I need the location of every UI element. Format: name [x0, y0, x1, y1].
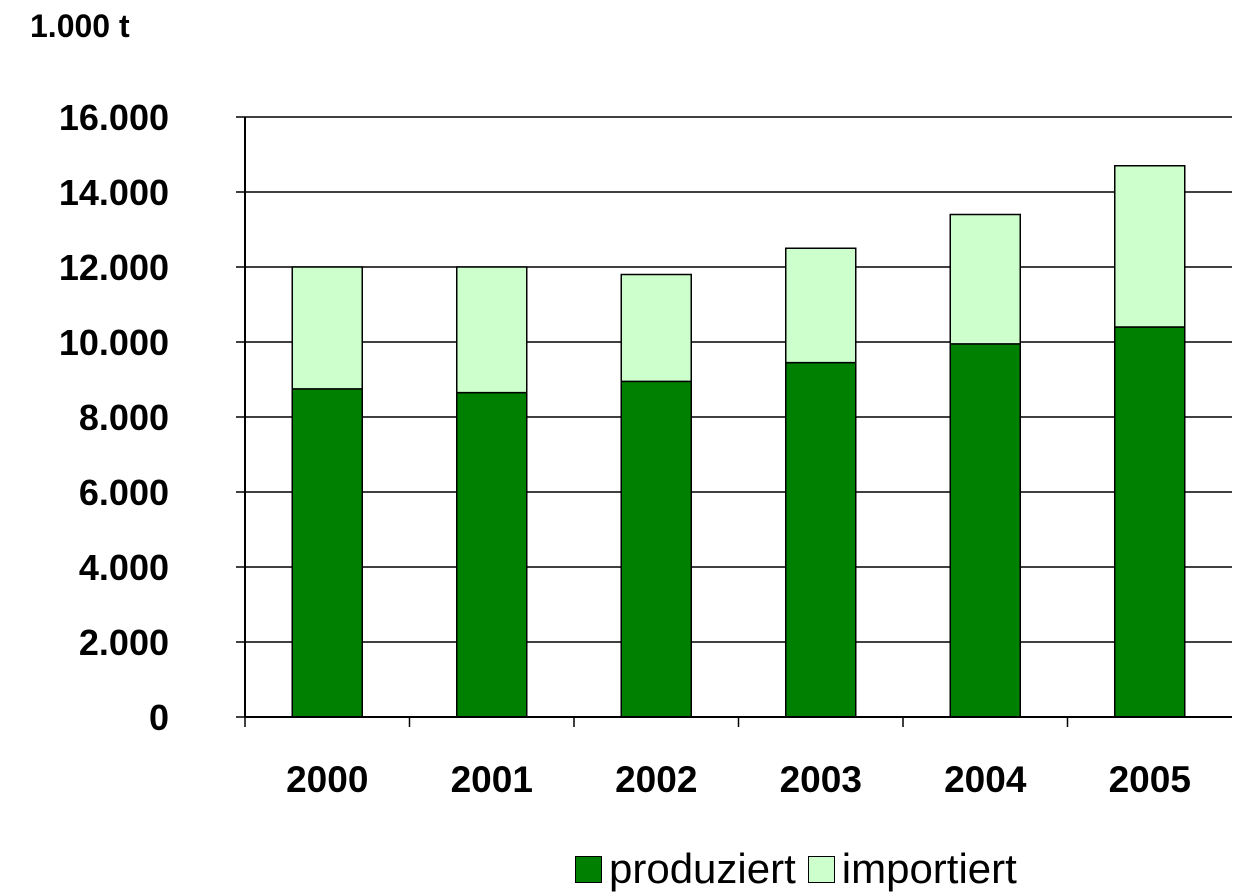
- bar-importiert-2003: [785, 247, 857, 364]
- bar-produziert-2002: [620, 380, 692, 718]
- x-tick-label: 2003: [780, 759, 862, 800]
- legend: produziert importiert: [575, 845, 1029, 893]
- bar-importiert-2005: [1114, 165, 1186, 328]
- y-tick-label: 12.000: [59, 247, 169, 288]
- x-tick-label: 2004: [944, 759, 1027, 800]
- legend-label-importiert: importiert: [841, 845, 1017, 892]
- legend-swatch-importiert: [807, 855, 835, 883]
- legend-item-produziert: produziert: [575, 845, 796, 893]
- y-tick-label: 0: [149, 697, 169, 738]
- bar-importiert-2004: [949, 213, 1021, 345]
- bars: [291, 165, 1186, 718]
- y-tick-label: 10.000: [59, 322, 169, 363]
- x-tick-label: 2001: [451, 759, 533, 800]
- y-tick-label: 6.000: [79, 472, 169, 513]
- y-tick-label: 4.000: [79, 547, 169, 588]
- bar-importiert-2000: [291, 266, 363, 390]
- x-tick-label: 2000: [286, 759, 368, 800]
- bar-produziert-2001: [456, 391, 528, 718]
- bar-produziert-2004: [949, 343, 1021, 718]
- bar-importiert-2001: [456, 266, 528, 394]
- y-tick-label: 14.000: [59, 172, 169, 213]
- gridlines: [245, 116, 1232, 643]
- legend-item-importiert: importiert: [807, 845, 1017, 893]
- bar-produziert-2003: [785, 361, 857, 718]
- bar-importiert-2002: [620, 273, 692, 383]
- y-axis-unit-label: 1.000 t: [30, 8, 130, 44]
- bar-produziert-2005: [1114, 326, 1186, 718]
- legend-label-produziert: produziert: [609, 845, 796, 892]
- y-tick-labels: 0 2.000 4.000 6.000 8.000 10.000 12.000 14.000 1…: [59, 97, 169, 738]
- axes: [236, 116, 1232, 727]
- y-tick-label: 8.000: [79, 397, 169, 438]
- x-tick-label: 2005: [1109, 759, 1191, 800]
- legend-swatch-produziert: [575, 855, 602, 883]
- x-tick-label: 2002: [615, 759, 697, 800]
- y-tick-label: 16.000: [59, 97, 169, 138]
- x-tick-labels: 2000 2001 2002 2003 2004 2005: [286, 759, 1191, 800]
- y-tick-label: 2.000: [79, 622, 169, 663]
- bar-produziert-2000: [291, 388, 363, 718]
